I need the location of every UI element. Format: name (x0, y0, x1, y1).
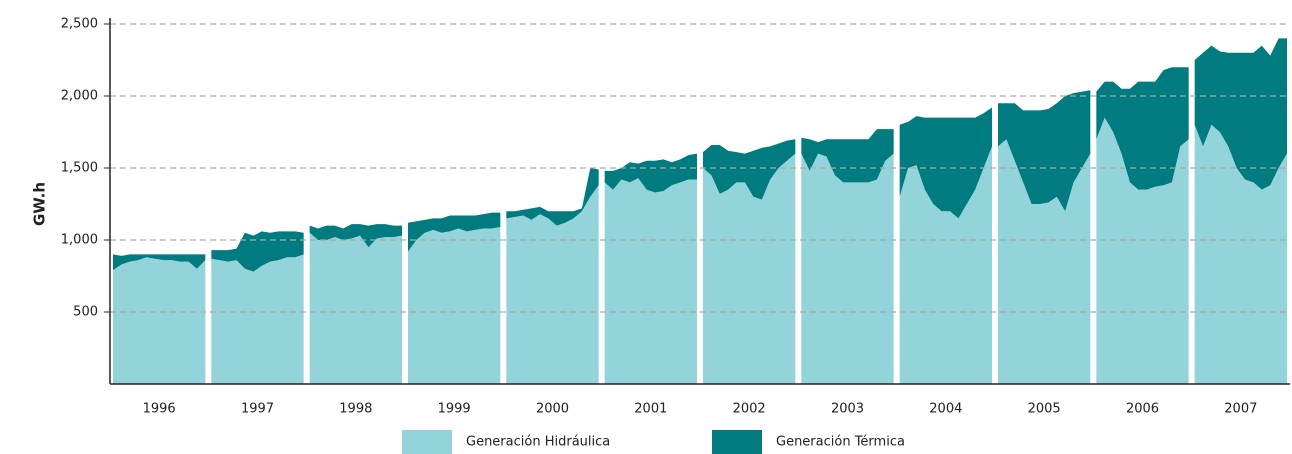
x-tick-label: 2006 (1126, 402, 1159, 417)
area-1 (998, 90, 1091, 212)
area-0 (998, 139, 1091, 384)
area-1 (1096, 67, 1189, 190)
area-0 (1194, 124, 1287, 385)
area-1 (506, 168, 599, 226)
y-tick-label: 1,500 (61, 161, 98, 176)
x-tick-label: 2004 (929, 402, 962, 417)
x-tick-label: 1998 (339, 402, 372, 417)
y-tick-label: 2,000 (61, 89, 98, 104)
x-tick-label: 2000 (536, 402, 569, 417)
area-0 (211, 254, 304, 384)
area-1 (1194, 38, 1287, 190)
y-tick-label: 2,500 (61, 17, 98, 32)
area-1 (604, 153, 697, 193)
area-1 (408, 212, 501, 252)
x-tick-label: 1997 (241, 402, 274, 417)
area-0 (408, 227, 501, 384)
x-tick-label: 1996 (143, 402, 176, 417)
x-tick-label: 2005 (1028, 402, 1061, 417)
area-0 (113, 257, 206, 384)
area-1 (801, 129, 894, 183)
area-1 (309, 224, 402, 248)
area-0 (604, 178, 697, 384)
x-tick-label: 1999 (438, 402, 471, 417)
area-0 (801, 153, 894, 384)
area-0 (703, 153, 796, 384)
area-0 (506, 185, 599, 384)
y-tick-label: 1,000 (61, 233, 98, 248)
legend-swatch (402, 430, 452, 454)
area-0 (899, 146, 992, 384)
legend-label: Generación Hidráulica (466, 435, 610, 450)
y-axis-label: GW.h (31, 182, 49, 226)
area-1 (211, 231, 304, 272)
area-1 (899, 107, 992, 219)
area-0 (1096, 117, 1189, 384)
area-1 (703, 139, 796, 200)
legend-swatch (712, 430, 762, 454)
area-1 (113, 254, 206, 271)
x-tick-label: 2002 (733, 402, 766, 417)
x-tick-label: 2003 (831, 402, 864, 417)
x-tick-label: 2007 (1224, 402, 1257, 417)
y-tick-label: 500 (73, 305, 98, 320)
x-tick-label: 2001 (634, 402, 667, 417)
legend-label: Generación Térmica (776, 435, 905, 450)
area-0 (309, 232, 402, 384)
